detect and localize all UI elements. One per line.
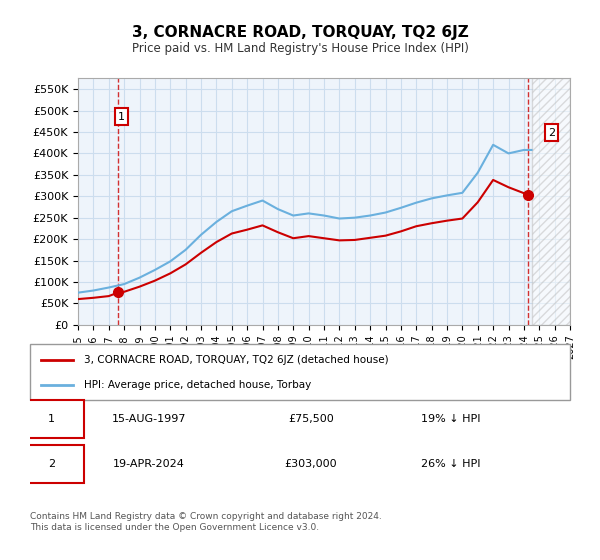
Text: 19-APR-2024: 19-APR-2024 [113,459,185,469]
FancyBboxPatch shape [19,445,84,483]
Text: 3, CORNACRE ROAD, TORQUAY, TQ2 6JZ (detached house): 3, CORNACRE ROAD, TORQUAY, TQ2 6JZ (deta… [84,355,389,365]
Text: 15-AUG-1997: 15-AUG-1997 [112,414,186,424]
Text: Price paid vs. HM Land Registry's House Price Index (HPI): Price paid vs. HM Land Registry's House … [131,42,469,55]
Text: 26% ↓ HPI: 26% ↓ HPI [421,459,481,469]
Bar [532,78,570,325]
Text: HPI: Average price, detached house, Torbay: HPI: Average price, detached house, Torb… [84,380,311,390]
Text: 2: 2 [548,128,555,138]
Text: Contains HM Land Registry data © Crown copyright and database right 2024.
This d: Contains HM Land Registry data © Crown c… [30,512,382,532]
FancyBboxPatch shape [30,344,570,400]
Text: 19% ↓ HPI: 19% ↓ HPI [421,414,481,424]
Text: 2: 2 [48,459,55,469]
Text: £75,500: £75,500 [288,414,334,424]
Text: 3, CORNACRE ROAD, TORQUAY, TQ2 6JZ: 3, CORNACRE ROAD, TORQUAY, TQ2 6JZ [131,25,469,40]
Text: £303,000: £303,000 [284,459,337,469]
Text: 1: 1 [118,112,125,122]
Text: 1: 1 [48,414,55,424]
FancyBboxPatch shape [19,400,84,438]
